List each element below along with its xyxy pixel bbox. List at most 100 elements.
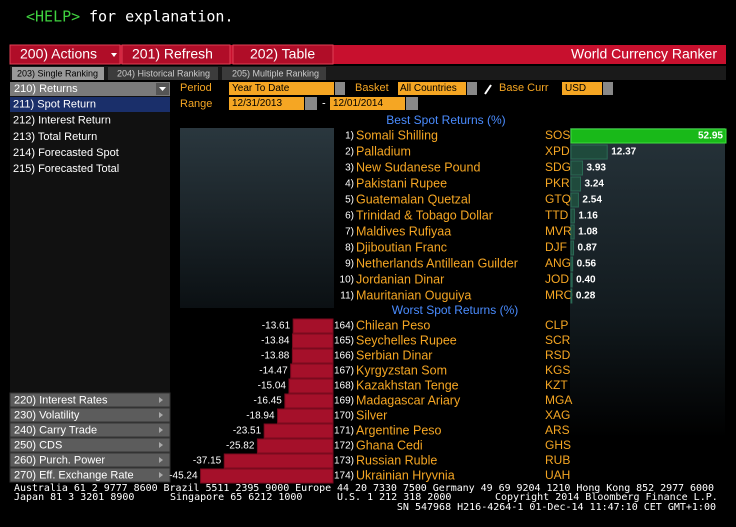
menu-header-label[interactable]: 210) Returns (14, 83, 78, 95)
period-field[interactable] (229, 82, 334, 95)
currency-name[interactable]: Guatemalan Quetzal (356, 192, 471, 206)
calendar-button[interactable] (305, 97, 317, 110)
tab[interactable] (108, 67, 218, 80)
currency-code: JOD (545, 272, 569, 286)
currency-name[interactable]: Ghana Cedi (356, 438, 423, 452)
currency-name[interactable]: Mauritanian Ouguiya (356, 288, 471, 302)
bar (292, 318, 334, 334)
dropdown-button[interactable] (335, 82, 345, 95)
currency-name[interactable]: Madagascar Ariary (356, 393, 461, 407)
currency-name[interactable]: Palladium (356, 144, 411, 158)
table-label[interactable]: 202) Table (250, 46, 315, 62)
edit-icon[interactable] (484, 84, 492, 95)
currency-name[interactable]: Pakistani Rupee (356, 176, 447, 190)
menu-button[interactable] (9, 392, 171, 408)
screen-title: World Currency Ranker (571, 46, 717, 62)
value-label: 3.24 (584, 179, 604, 190)
currency-name[interactable]: Chilean Peso (356, 318, 430, 332)
footer-text: Copyright 2014 Bloomberg Finance L.P. (495, 492, 718, 503)
currency-name[interactable]: Djiboutian Franc (356, 240, 447, 254)
currency-name[interactable]: Serbian Dinar (356, 348, 432, 362)
menu-header[interactable] (10, 82, 170, 96)
rank: 8) (345, 243, 354, 254)
arrow-icon (159, 412, 163, 418)
dropdown-button[interactable] (467, 82, 477, 95)
start-field[interactable] (229, 97, 304, 110)
currency-name[interactable]: Jordanian Dinar (356, 272, 444, 286)
refresh-label[interactable]: 201) Refresh (132, 46, 213, 62)
value-label: -16.45 (253, 396, 282, 407)
rank: 4) (345, 179, 354, 190)
actions-button[interactable] (9, 44, 121, 65)
value-label: 0.28 (576, 291, 596, 302)
currency-name[interactable]: Netherlands Antillean Guilder (356, 256, 518, 270)
help-key[interactable]: <HELP> (26, 8, 80, 26)
bar (291, 333, 334, 349)
bar (291, 348, 334, 364)
table-button[interactable] (232, 44, 334, 65)
base-value[interactable]: USD (565, 83, 586, 94)
bar (570, 272, 573, 288)
menu-button[interactable] (9, 467, 171, 483)
bar (277, 408, 334, 424)
bar (200, 468, 334, 484)
bar (290, 363, 334, 379)
basket-value[interactable]: All Countries (400, 83, 457, 94)
end-field[interactable] (330, 97, 405, 110)
tab-label[interactable]: 204) Historical Ranking (117, 68, 210, 78)
currency-name[interactable]: Russian Ruble (356, 453, 437, 467)
period-value[interactable]: Year To Date (232, 83, 290, 94)
menu-item[interactable]: 215) Forecasted Total (13, 163, 119, 175)
currency-name[interactable]: Silver (356, 408, 387, 422)
currency-name[interactable]: Maldives Rufiyaa (356, 224, 451, 238)
rank: 172) (334, 441, 354, 452)
menu-button-label[interactable]: 270) Eff. Exchange Rate (14, 469, 134, 481)
tab-active[interactable] (12, 67, 104, 80)
currency-name[interactable]: Argentine Peso (356, 423, 442, 437)
currency-name[interactable]: Ukrainian Hryvnia (356, 468, 455, 482)
currency-code: KZT (545, 378, 568, 392)
calendar-button[interactable] (406, 97, 418, 110)
currency-name[interactable]: Kyrgyzstan Som (356, 363, 447, 377)
bar (570, 192, 579, 208)
rank: 11) (340, 291, 354, 302)
tab[interactable] (222, 67, 326, 80)
dropdown-button[interactable] (603, 82, 613, 95)
currency-code: MVR (545, 224, 572, 238)
base-field[interactable] (562, 82, 602, 95)
menu-button-label[interactable]: 250) CDS (14, 439, 62, 451)
value-label: -45.24 (169, 471, 198, 482)
rank: 6) (345, 211, 354, 222)
menu-button-label[interactable]: 220) Interest Rates (14, 394, 108, 406)
menu-item[interactable]: 211) Spot Return (13, 98, 96, 110)
tab-label[interactable]: 205) Multiple Ranking (232, 68, 319, 78)
currency-code: ANG (545, 256, 571, 270)
menu-button-label[interactable]: 240) Carry Trade (14, 424, 97, 436)
tab-label[interactable]: 203) Single Ranking (17, 68, 98, 78)
refresh-button[interactable] (121, 44, 231, 65)
basket-field[interactable] (398, 82, 466, 95)
menu-button-label[interactable]: 230) Volatility (14, 409, 80, 421)
rank: 9) (345, 259, 354, 270)
value-label: -13.61 (262, 321, 291, 332)
menu-item[interactable]: 214) Forecasted Spot (13, 147, 119, 159)
menu-button[interactable] (9, 437, 171, 453)
menu-item[interactable]: 212) Interest Return (13, 115, 111, 127)
currency-name[interactable]: Trinidad & Tobago Dollar (356, 208, 493, 222)
menu-button[interactable] (9, 422, 171, 438)
bar (570, 240, 575, 256)
start-date[interactable]: 12/31/2013 (232, 98, 282, 109)
currency-name[interactable]: Somali Shilling (356, 128, 438, 142)
menu-item[interactable]: 213) Total Return (13, 131, 97, 143)
rank: 165) (334, 336, 354, 347)
rank: 5) (345, 195, 354, 206)
currency-name[interactable]: Kazakhstan Tenge (356, 378, 459, 392)
currency-name[interactable]: Seychelles Rupee (356, 333, 457, 347)
end-date[interactable]: 12/01/2014 (333, 98, 383, 109)
footer-session: SN 547968 H216-4264-1 01-Dec-14 11:47:10… (397, 502, 716, 513)
menu-button[interactable] (9, 407, 171, 423)
currency-name[interactable]: New Sudanese Pound (356, 160, 480, 174)
menu-button-label[interactable]: 260) Purch. Power (14, 454, 105, 466)
menu-button[interactable] (9, 452, 171, 468)
actions-label[interactable]: 200) Actions (20, 46, 97, 62)
